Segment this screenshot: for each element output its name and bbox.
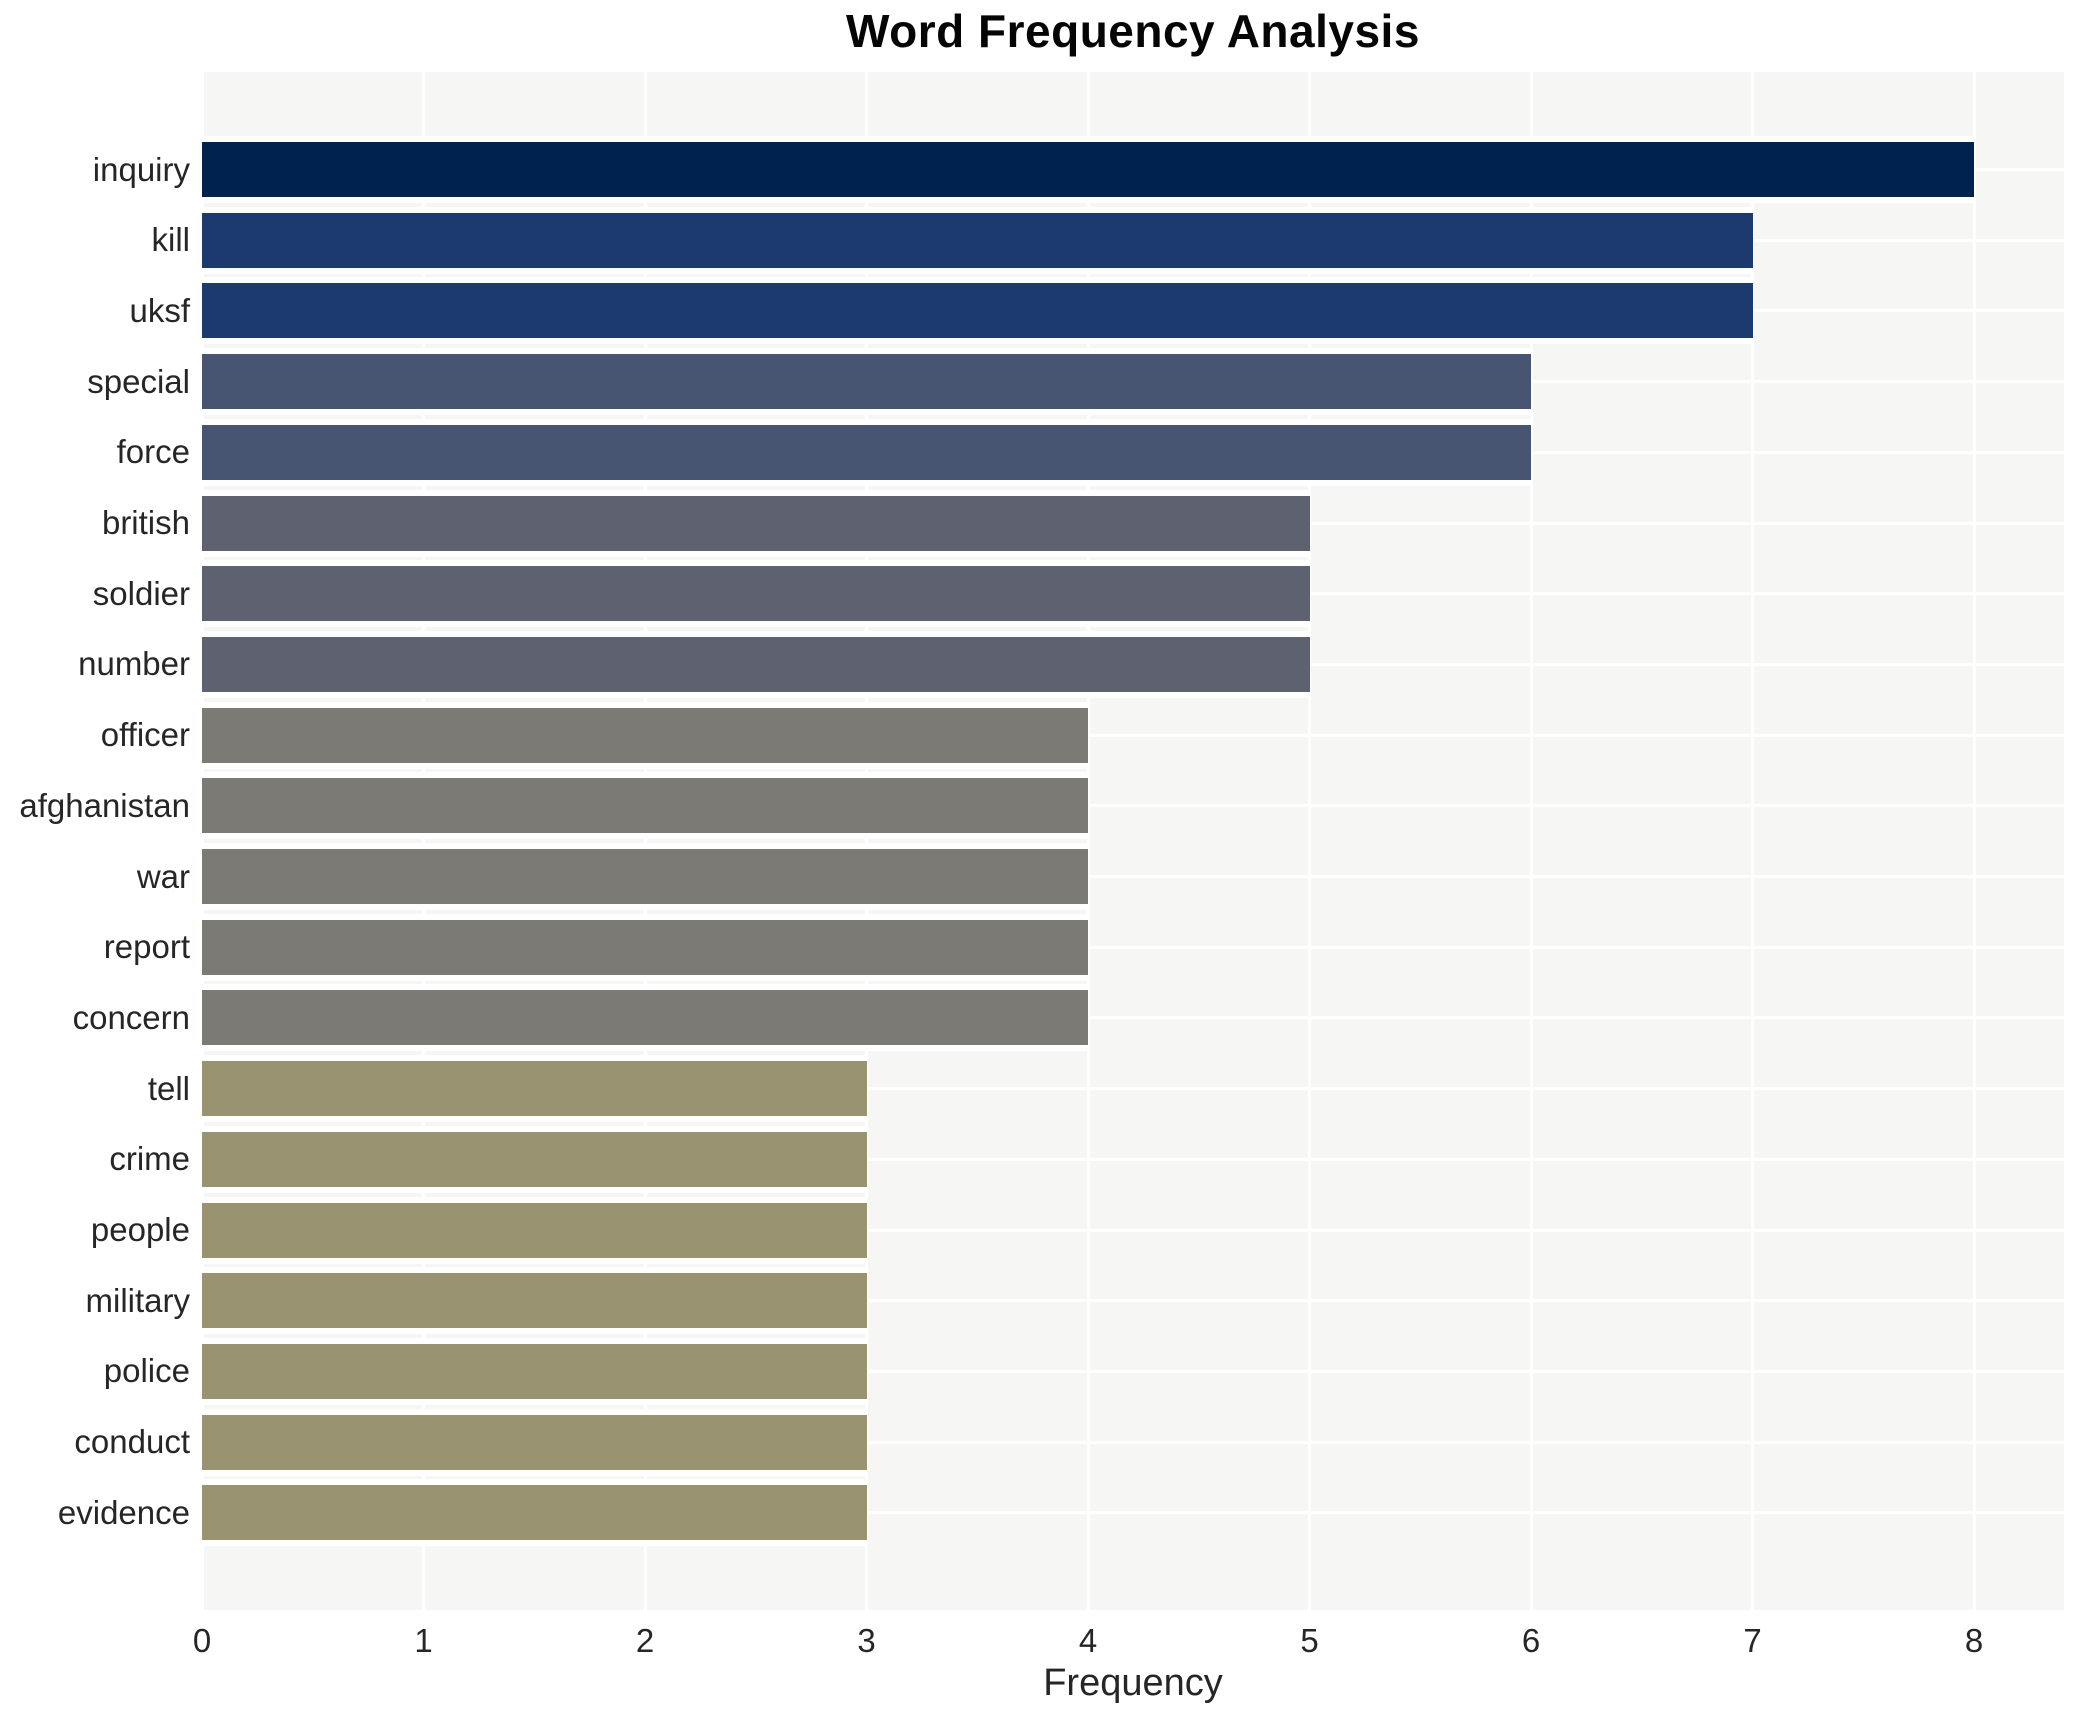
bar-british (202, 489, 1310, 557)
y-tick-label: force (116, 433, 190, 471)
bar-number (202, 630, 1310, 698)
y-tick-label: kill (151, 221, 191, 259)
y-tick-label: conduct (74, 1423, 190, 1461)
y-tick-label: crime (109, 1140, 190, 1178)
bar-evidence (202, 1479, 867, 1547)
x-tick-label: 6 (1521, 1622, 1541, 1659)
x-tick-label: 7 (1743, 1622, 1762, 1659)
x-tick-label: 1 (414, 1622, 433, 1659)
bar-afghanistan (202, 772, 1088, 840)
y-tick-label: military (85, 1281, 191, 1319)
gridline-horizontal (202, 733, 2064, 737)
bar-force (202, 418, 1531, 486)
y-tick-label: concern (72, 998, 190, 1036)
bar-uksf (202, 277, 1753, 345)
gridline-horizontal (202, 875, 2064, 878)
y-tick-label: number (78, 645, 190, 683)
gridline-horizontal (202, 1228, 2064, 1232)
y-tick-label: soldier (92, 574, 190, 612)
bar-tell (202, 1055, 867, 1123)
gridline-vertical (422, 72, 425, 1610)
gridline-vertical (643, 72, 647, 1610)
bar-people (202, 1196, 867, 1264)
x-tick-label: 4 (1078, 1622, 1098, 1659)
y-tick-label: report (103, 928, 190, 966)
y-tick-label: uksf (129, 291, 190, 329)
gridline-horizontal (202, 1299, 2064, 1303)
gridline-horizontal (202, 1016, 2064, 1020)
y-tick-label: tell (147, 1069, 190, 1107)
bar-concern (202, 984, 1088, 1052)
plot-area (200, 72, 2064, 1610)
bar-crime (202, 1125, 867, 1193)
bar-officer (202, 701, 1088, 769)
gridline-vertical (1086, 72, 1090, 1610)
gridline-horizontal (202, 1440, 2064, 1444)
bar-war (202, 843, 1088, 910)
gridline-vertical (1972, 72, 1976, 1610)
y-tick-label: evidence (57, 1493, 190, 1531)
bar-inquiry (202, 136, 1974, 203)
y-tick-label: british (101, 504, 190, 541)
y-tick-label: officer (100, 716, 190, 754)
gridline-horizontal (202, 804, 2064, 808)
x-tick-label: 0 (192, 1622, 212, 1659)
bar-report (202, 913, 1088, 981)
x-tick-label: 3 (857, 1622, 876, 1659)
gridline-horizontal (202, 1087, 2064, 1091)
gridline-vertical (1751, 72, 1754, 1610)
bar-conduct (202, 1408, 867, 1476)
gridline-horizontal (202, 1157, 2064, 1161)
x-tick-label: 5 (1300, 1622, 1319, 1659)
y-tick-label: police (103, 1352, 190, 1390)
bar-police (202, 1337, 867, 1405)
gridline-vertical (200, 72, 204, 1610)
y-tick-label: afghanistan (19, 786, 190, 824)
x-tick-label: 2 (635, 1622, 655, 1659)
bar-military (202, 1267, 867, 1335)
y-tick-label: people (90, 1211, 190, 1248)
y-tick-label: inquiry (92, 150, 190, 188)
gridline-horizontal (202, 1369, 2064, 1373)
chart-title: Word Frequency Analysis (846, 5, 1420, 57)
x-tick-label: 8 (1964, 1622, 1984, 1659)
gridline-horizontal (202, 1511, 2064, 1515)
bar-special (202, 348, 1531, 416)
gridline-vertical (1308, 72, 1311, 1610)
x-axis-title: Frequency (1043, 1662, 1223, 1704)
gridline-vertical (1529, 72, 1533, 1610)
y-tick-label: special (87, 362, 190, 400)
y-tick-label: war (136, 857, 190, 895)
gridline-vertical (865, 72, 868, 1610)
gridline-horizontal (202, 945, 2064, 949)
bar-kill (202, 206, 1753, 274)
bar-soldier (202, 560, 1310, 628)
